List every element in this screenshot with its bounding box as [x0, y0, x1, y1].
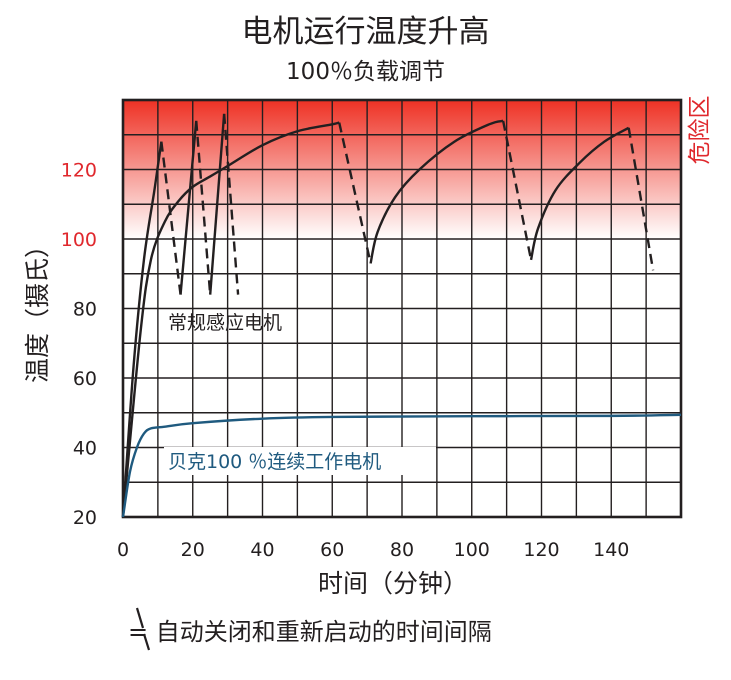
- x-tick-label: 0: [117, 539, 129, 561]
- temperature-chart: 0 20 40 60 80 100 120 140 20 40 60 80 100 120 时间（分钟） 温…: [23, 96, 713, 599]
- x-axis-label: 时间（分钟）: [318, 569, 468, 598]
- y-tick-label: 60: [73, 368, 97, 390]
- restart-interval-line: [501, 120, 533, 261]
- y-axis-label: 温度（摄氏）: [23, 233, 52, 383]
- plot-frame: [121, 98, 683, 519]
- series-label-standard-motor: 常规感应电机: [168, 312, 282, 334]
- x-tick-label: 120: [523, 539, 559, 561]
- dashed-line-note: = 自动关闭和重新启动的时间间隔: [128, 618, 492, 646]
- restart-interval-line: [627, 127, 655, 271]
- series-label-background: [164, 447, 436, 475]
- series-label-continuous-motor: 贝克100 ％连续工作电机: [168, 451, 381, 473]
- danger-zone-label: 危险区: [687, 96, 713, 165]
- temperature-line: [121, 413, 682, 518]
- x-tick-label: 140: [593, 539, 629, 561]
- x-tick-label: 40: [250, 539, 274, 561]
- y-tick-label: 20: [73, 507, 97, 529]
- x-tick-label: 80: [390, 539, 414, 561]
- temperature-line: [369, 119, 504, 264]
- y-tick-label: 40: [73, 438, 97, 460]
- restart-interval-line: [338, 122, 372, 264]
- x-tick-label: 60: [320, 539, 344, 561]
- x-tick-label: 20: [181, 539, 205, 561]
- chart-title: 电机运行温度升高: [241, 14, 490, 50]
- chart-subtitle: 100％负载调节: [286, 59, 445, 85]
- dashed-line-legend-icon: [135, 607, 151, 651]
- y-tick-label: 80: [73, 299, 97, 321]
- y-tick-label: 120: [61, 160, 97, 182]
- temperature-line: [529, 126, 630, 261]
- restart-interval-line: [160, 141, 182, 295]
- temperature-line: [208, 113, 226, 295]
- temperature-line: [179, 120, 198, 295]
- restart-interval-line: [222, 113, 240, 295]
- series-standard-motor: [121, 113, 655, 518]
- temperature-line: [121, 121, 340, 518]
- x-tick-label: 100: [454, 539, 490, 561]
- y-tick-label: 100: [61, 229, 97, 251]
- restart-interval-line: [195, 120, 212, 295]
- series-continuous-motor: [121, 413, 682, 518]
- temperature-line: [121, 141, 163, 518]
